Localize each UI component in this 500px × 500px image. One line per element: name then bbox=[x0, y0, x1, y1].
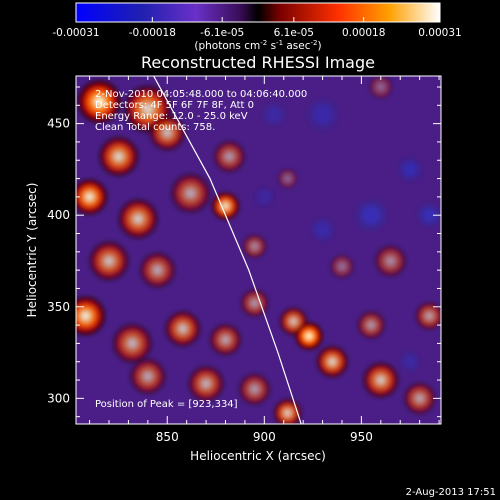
cold-region-blob bbox=[254, 187, 275, 207]
colorbar-tick-labels: -0.00031 -0.00018 -6.1e-05 6.1e-05 0.00018 0.… bbox=[52, 27, 461, 39]
y-tick-label: 350 bbox=[47, 300, 70, 314]
peak-position-label: Position of Peak = [923,334] bbox=[95, 399, 238, 410]
colorbar-ticks bbox=[75, 17, 441, 22]
cold-region-blob bbox=[400, 352, 420, 372]
heatmap-intensity-layer bbox=[76, 76, 441, 424]
colorbar-unit-label: (photons cm-2 s-1 asec-2) bbox=[194, 39, 321, 52]
hot-emission-blob bbox=[118, 199, 158, 239]
cold-region-blob bbox=[355, 199, 387, 231]
colorbar-tick-label: 0.00018 bbox=[342, 27, 385, 39]
hot-emission-blob bbox=[330, 254, 354, 279]
hot-emission-blob bbox=[274, 399, 302, 424]
cold-region-blob bbox=[307, 98, 339, 130]
axis-ticks bbox=[76, 76, 441, 424]
hot-emission-blob bbox=[209, 324, 242, 356]
axis-tick-labels: 850 900 950 300 350 400 450 bbox=[47, 117, 373, 444]
y-tick-label: 450 bbox=[47, 117, 70, 131]
plot-frame bbox=[75, 75, 442, 425]
hot-emission-blob bbox=[357, 311, 385, 339]
hot-emission-blob bbox=[415, 302, 441, 330]
hot-emission-blob bbox=[130, 358, 166, 394]
hot-emission-blob bbox=[165, 311, 201, 347]
colorbar-tick-label: 6.1e-05 bbox=[274, 27, 314, 39]
hot-emission-blob bbox=[404, 382, 436, 414]
hot-emission-blob bbox=[242, 234, 267, 258]
hot-emission-blob bbox=[76, 296, 106, 336]
colorbar-tick-label: -0.00018 bbox=[129, 27, 176, 39]
footer-timestamp: 2-Aug-2013 17:51 bbox=[406, 487, 496, 498]
annotation-block: 2-Nov-2010 04:05:48.000 to 04:06:40.000 … bbox=[95, 89, 307, 133]
colorbar-tick-label: -0.00031 bbox=[52, 27, 99, 39]
hot-emission-blob bbox=[363, 362, 399, 398]
hot-emission-blob bbox=[374, 245, 407, 277]
hot-emission-blob bbox=[112, 323, 152, 363]
hot-emission-blob bbox=[213, 141, 245, 173]
hot-emission-blob bbox=[89, 241, 129, 281]
y-tick-label: 400 bbox=[47, 208, 70, 222]
heatmap-image bbox=[76, 76, 441, 424]
hot-emission-blob bbox=[140, 252, 176, 288]
cold-region-blob bbox=[398, 157, 422, 182]
annotation-energy-range: Energy Range: 12.0 - 25.0 keV bbox=[95, 111, 248, 122]
cold-region-blob bbox=[310, 218, 335, 242]
y-tick-label: 300 bbox=[47, 391, 70, 405]
hot-emission-blob bbox=[149, 115, 185, 151]
hot-emission-blob bbox=[171, 173, 210, 213]
colorbar-tick-label: 0.00031 bbox=[418, 27, 461, 39]
hot-emission-blob bbox=[316, 346, 348, 378]
hot-emission-blob bbox=[211, 192, 240, 220]
annotation-clean-counts: Clean Total counts: 758. bbox=[95, 122, 215, 133]
cold-region-blob bbox=[417, 203, 441, 227]
colorbar-frame bbox=[75, 2, 441, 23]
annotation-detectors: Detectors: 4F 5F 6F 7F 8F, Att 0 bbox=[95, 100, 254, 111]
x-tick-label: 850 bbox=[156, 430, 179, 444]
x-tick-label: 950 bbox=[350, 430, 373, 444]
annotation-time-range: 2-Nov-2010 04:05:48.000 to 04:06:40.000 bbox=[95, 89, 307, 100]
hot-emission-blob bbox=[369, 76, 393, 99]
colorbar: -0.00031 -0.00018 -6.1e-05 6.1e-05 0.00018 0.… bbox=[52, 2, 462, 52]
hot-emission-blob bbox=[277, 168, 298, 189]
hot-emission-blob bbox=[295, 322, 323, 350]
colorbar-gradient bbox=[76, 3, 440, 22]
x-tick-label: 900 bbox=[253, 430, 276, 444]
hot-emission-blob bbox=[99, 137, 139, 177]
solar-limb-line bbox=[153, 76, 302, 424]
hot-emission-blob bbox=[76, 179, 108, 215]
colorbar-tick-label: -6.1e-05 bbox=[200, 27, 244, 39]
y-axis-title: Heliocentric Y (arcsec) bbox=[25, 183, 39, 318]
chart-title: Reconstructed RHESSI Image bbox=[141, 53, 375, 72]
hot-emission-blob bbox=[188, 366, 224, 402]
cold-region-blob bbox=[262, 102, 286, 127]
hot-emission-blob bbox=[77, 80, 121, 123]
hot-emission-blob bbox=[239, 373, 271, 405]
x-axis-title: Heliocentric X (arcsec) bbox=[190, 449, 326, 463]
